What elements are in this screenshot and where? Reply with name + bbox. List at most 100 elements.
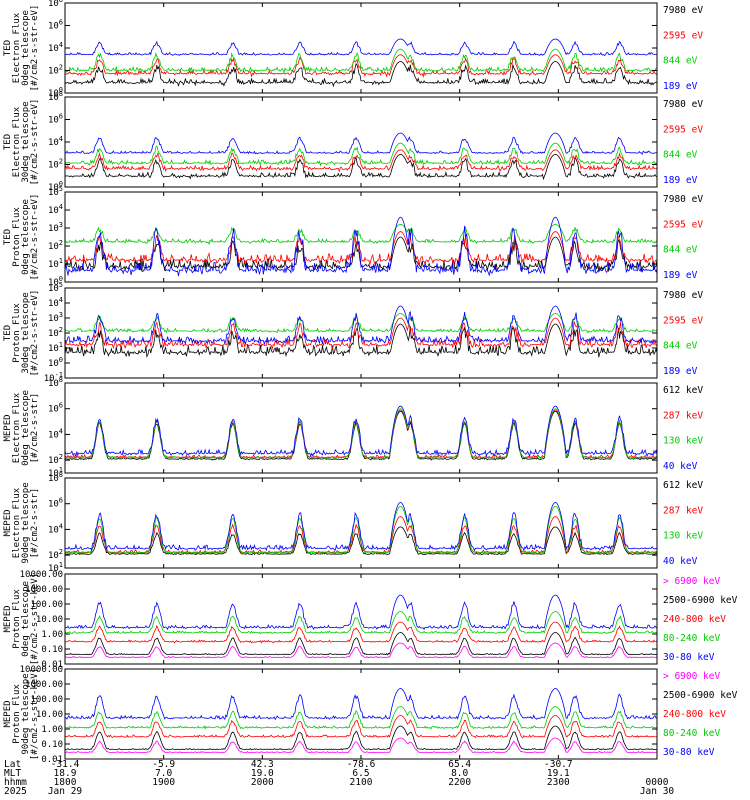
y-axis-label-line: Proton Flux <box>12 207 22 267</box>
y-tick-label: 1.00 <box>41 630 63 640</box>
legend-entry: 130 keV <box>663 531 703 542</box>
x-row-label: Lat <box>4 759 21 770</box>
series-ted-proton-30-3 <box>64 305 658 346</box>
series-ted-electron-30-0 <box>64 153 658 181</box>
y-axis-label-line: TED <box>3 40 13 56</box>
panel-ted-proton-0: 100 101 102 103 104 105 TED Proton Flux 0deg tel… <box>3 185 703 288</box>
x-axis-value: Jan 29 <box>48 786 83 797</box>
legend-entry: > 6900 keV <box>663 671 720 682</box>
series-ted-electron-30-3 <box>64 132 657 156</box>
y-tick-label: 108 <box>48 90 63 103</box>
y-tick-label: 105 <box>48 281 63 294</box>
x-axis-value: 6.5 <box>352 768 369 779</box>
y-axis-label-line: Electron Flux <box>12 487 22 558</box>
y-tick-label: 108 <box>48 376 63 389</box>
series-ted-proton-0-3 <box>64 216 658 277</box>
y-tick-label: 106 <box>48 19 63 32</box>
y-axis-label-line: [#/cm2-s-str-eV] <box>30 290 40 377</box>
series-ted-electron-0-3 <box>64 38 658 57</box>
x-axis-value: 1800 <box>54 777 77 788</box>
y-axis-label-line: 30deg telescope <box>21 292 31 373</box>
legend-entry: 189 eV <box>663 366 698 377</box>
y-tick-label: 106 <box>48 113 63 126</box>
y-tick-label: 104 <box>48 522 63 535</box>
y-tick-label: 102 <box>48 453 63 466</box>
legend-entry: 80-240 keV <box>663 633 720 644</box>
y-tick-label: 0.10 <box>41 645 63 655</box>
legend-entry: 287 keV <box>663 505 703 516</box>
series-meped-electron-0-3 <box>64 405 658 458</box>
x-axis-value: 7.0 <box>155 768 172 779</box>
y-tick-label: 0.10 <box>41 740 63 750</box>
y-tick-label: 1000.00 <box>25 680 63 690</box>
y-tick-label: 102 <box>48 326 63 339</box>
series-meped-proton-0-3 <box>64 611 657 635</box>
y-axis-label-line: [#/cm2-s-str-eV] <box>30 99 40 186</box>
y-axis-label-line: [#/cm2-s-str-keV] <box>30 573 40 665</box>
legend-entry: 7980 eV <box>663 99 703 110</box>
x-axis-value: -31.4 <box>51 759 80 770</box>
legend-entry: 7980 eV <box>663 194 703 205</box>
series-ted-electron-0-0 <box>64 61 658 88</box>
y-tick-label: 105 <box>48 185 63 198</box>
legend-entry: 40 keV <box>663 461 698 472</box>
series-meped-proton-90-0 <box>64 737 658 754</box>
x-axis-value: 2200 <box>448 777 471 788</box>
x-row-label: MLT <box>4 768 21 779</box>
panel-meped-proton-0: 0.01 0.10 1.00 10.00 100.00 1000.00 10000.00 ME… <box>3 570 738 670</box>
x-axis-value: 18.9 <box>54 768 77 779</box>
legend-entry: 189 eV <box>663 175 698 186</box>
y-tick-label: 100 <box>48 356 63 369</box>
y-axis-label-line: Electron Flux <box>12 392 22 463</box>
series-meped-proton-0-1 <box>64 632 658 656</box>
y-tick-label: 1.00 <box>41 725 63 735</box>
y-tick-label: 10.00 <box>36 615 63 625</box>
y-axis-label-line: 90deg telescope <box>21 673 31 754</box>
y-tick-label: 10000.00 <box>20 570 63 580</box>
y-axis-label-line: MEPED <box>3 509 13 536</box>
panel-ted-proton-30: 10-1 100 101 102 103 104 105 TED Proton Flux 30de… <box>3 281 703 384</box>
y-tick-label: 101 <box>48 466 63 479</box>
x-axis-value: -5.9 <box>152 759 175 770</box>
x-axis-value: 42.3 <box>251 759 274 770</box>
series-meped-proton-90-2 <box>65 715 658 739</box>
series-meped-proton-90-4 <box>64 688 658 721</box>
y-tick-label: 102 <box>48 64 63 77</box>
y-tick-label: 103 <box>48 311 63 324</box>
series-ted-proton-0-1 <box>64 231 658 267</box>
series-meped-proton-90-1 <box>64 725 657 751</box>
y-tick-label: 104 <box>48 427 63 440</box>
y-axis-label-line: [#/cm2-s-str-eV] <box>30 194 40 281</box>
x-axis-value: 8.0 <box>451 768 468 779</box>
y-tick-label: 106 <box>48 497 63 510</box>
y-axis-label-line: 0deg telescope <box>21 199 31 275</box>
y-tick-label: 0.01 <box>41 660 63 670</box>
legend-entry: 189 eV <box>663 81 698 92</box>
series-meped-proton-0-2 <box>64 621 658 644</box>
y-tick-label: 100 <box>48 86 63 99</box>
legend-entry: 844 eV <box>663 150 698 161</box>
legend-entry: 2500-6900 keV <box>663 595 738 606</box>
series-meped-proton-0-0 <box>64 642 658 659</box>
y-axis-label-line: Proton Flux <box>12 684 22 744</box>
x-axis-value: 19.0 <box>251 768 274 779</box>
series-ted-proton-0-2 <box>64 223 658 246</box>
x-axis-value: 65.4 <box>448 759 471 770</box>
panel-ted-electron-30: 100 102 104 106 108 TED Electron Flux 30deg tel… <box>3 90 703 193</box>
x-axis-value: 1900 <box>152 777 175 788</box>
y-tick-label: 101 <box>48 561 63 574</box>
legend-entry: 240-800 keV <box>663 709 726 720</box>
y-axis-label-line: 0deg telescope <box>21 581 31 657</box>
y-tick-label: 10000.00 <box>20 665 63 675</box>
x-row-label: 2025 <box>4 786 27 797</box>
legend-entry: 612 keV <box>663 480 703 491</box>
series-ted-electron-30-1 <box>64 149 658 173</box>
y-axis-label-line: 0deg telescope <box>21 390 31 466</box>
y-axis-label-line: [#/cm2-s-str] <box>30 393 40 463</box>
y-tick-label: 101 <box>48 341 63 354</box>
panel-frame <box>64 96 658 188</box>
legend-entry: 7980 eV <box>663 290 703 301</box>
legend-entry: 2595 eV <box>663 124 703 135</box>
y-axis-label-line: TED <box>3 229 13 245</box>
